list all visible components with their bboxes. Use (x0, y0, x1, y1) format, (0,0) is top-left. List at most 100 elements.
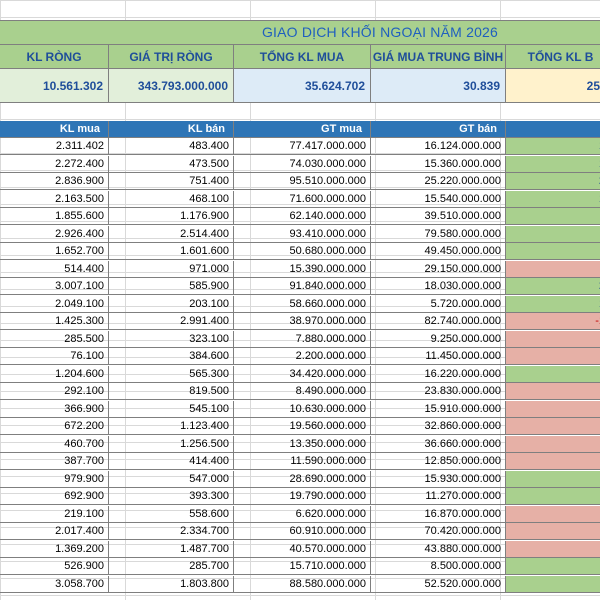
table-cell[interactable]: 93.410.000.000 (234, 225, 371, 243)
net-cell[interactable] (506, 400, 600, 418)
table-cell[interactable]: 11.270.000.000 (371, 488, 506, 505)
summary-value-0[interactable]: 10.561.302 (0, 69, 109, 103)
column-header-1[interactable]: KL bán (109, 121, 234, 138)
summary-header-1[interactable]: GIÁ TRỊ RÒNG (109, 45, 234, 69)
table-cell[interactable]: 19.560.000.000 (234, 418, 371, 435)
column-header-0[interactable]: KL mua (0, 121, 109, 138)
net-cell[interactable] (506, 453, 600, 470)
table-cell[interactable]: 62.140.000.000 (234, 208, 371, 225)
table-cell[interactable]: 2.311.402 (0, 138, 109, 155)
table-cell[interactable]: 11.590.000.000 (234, 453, 371, 470)
table-cell[interactable]: 16.870.000.000 (371, 505, 506, 523)
table-cell[interactable]: 2.200.000.000 (234, 348, 371, 365)
table-cell[interactable]: 2.514.400 (109, 225, 234, 243)
table-cell[interactable]: 10.630.000.000 (234, 400, 371, 418)
table-cell[interactable]: 292.100 (0, 383, 109, 400)
table-cell[interactable]: 1.425.300 (0, 313, 109, 330)
table-cell[interactable]: 558.600 (109, 505, 234, 523)
table-cell[interactable]: 387.700 (0, 453, 109, 470)
table-cell[interactable]: 565.300 (109, 365, 234, 383)
table-cell[interactable]: 58.660.000.000 (234, 295, 371, 313)
table-cell[interactable]: 979.900 (0, 470, 109, 488)
net-cell[interactable]: 1 (506, 295, 600, 313)
table-cell[interactable]: 40.570.000.000 (234, 540, 371, 558)
table-cell[interactable]: 15.930.000.000 (371, 470, 506, 488)
table-cell[interactable]: 6.620.000.000 (234, 505, 371, 523)
table-cell[interactable]: 2.017.400 (0, 523, 109, 540)
table-cell[interactable]: 692.900 (0, 488, 109, 505)
table-cell[interactable]: 971.000 (109, 260, 234, 278)
table-cell[interactable]: 16.220.000.000 (371, 365, 506, 383)
table-cell[interactable]: 15.910.000.000 (371, 400, 506, 418)
table-cell[interactable]: 285.700 (109, 558, 234, 575)
summary-header-3[interactable]: GIÁ MUA TRUNG BÌNH (371, 45, 506, 69)
table-cell[interactable]: 547.000 (109, 470, 234, 488)
table-cell[interactable]: 323.100 (109, 330, 234, 348)
table-cell[interactable]: 15.540.000.000 (371, 190, 506, 208)
table-cell[interactable]: 585.900 (109, 278, 234, 295)
table-cell[interactable]: 5.720.000.000 (371, 295, 506, 313)
table-cell[interactable]: 11.450.000.000 (371, 348, 506, 365)
net-cell[interactable] (506, 435, 600, 453)
table-cell[interactable]: 473.500 (109, 155, 234, 173)
table-cell[interactable]: 2.272.400 (0, 155, 109, 173)
table-cell[interactable]: 1.487.700 (109, 540, 234, 558)
table-cell[interactable]: 483.400 (109, 138, 234, 155)
net-cell[interactable]: -1 (506, 313, 600, 330)
summary-header-2[interactable]: TỔNG KL MUA (234, 45, 371, 69)
table-cell[interactable]: 74.030.000.000 (234, 155, 371, 173)
table-cell[interactable]: 36.660.000.000 (371, 435, 506, 453)
table-cell[interactable]: 384.600 (109, 348, 234, 365)
table-cell[interactable]: 25.220.000.000 (371, 173, 506, 190)
table-cell[interactable]: 414.400 (109, 453, 234, 470)
net-cell[interactable] (506, 330, 600, 348)
table-cell[interactable]: 15.360.000.000 (371, 155, 506, 173)
table-cell[interactable]: 2.926.400 (0, 225, 109, 243)
table-cell[interactable]: 2.334.700 (109, 523, 234, 540)
table-cell[interactable]: 50.680.000.000 (234, 243, 371, 260)
table-cell[interactable]: 2.163.500 (0, 190, 109, 208)
table-cell[interactable]: 1.803.800 (109, 575, 234, 593)
table-cell[interactable]: 1.601.600 (109, 243, 234, 260)
table-cell[interactable]: 8.490.000.000 (234, 383, 371, 400)
table-cell[interactable]: 76.100 (0, 348, 109, 365)
table-cell[interactable]: 32.860.000.000 (371, 418, 506, 435)
table-cell[interactable]: 8.500.000.000 (371, 558, 506, 575)
net-cell[interactable]: 2 (506, 173, 600, 190)
table-cell[interactable]: 285.500 (0, 330, 109, 348)
table-cell[interactable]: 366.900 (0, 400, 109, 418)
net-cell[interactable] (506, 558, 600, 575)
net-cell[interactable] (506, 523, 600, 540)
net-cell[interactable] (506, 225, 600, 243)
table-cell[interactable]: 751.400 (109, 173, 234, 190)
table-cell[interactable]: 819.500 (109, 383, 234, 400)
column-header-2[interactable]: GT mua (234, 121, 371, 138)
table-cell[interactable]: 34.420.000.000 (234, 365, 371, 383)
net-cell[interactable]: 1 (506, 138, 600, 155)
net-cell[interactable] (506, 348, 600, 365)
table-cell[interactable]: 39.510.000.000 (371, 208, 506, 225)
table-cell[interactable]: 38.970.000.000 (234, 313, 371, 330)
table-cell[interactable]: 29.150.000.000 (371, 260, 506, 278)
net-cell[interactable] (506, 365, 600, 383)
table-cell[interactable]: 70.420.000.000 (371, 523, 506, 540)
net-cell[interactable] (506, 575, 600, 593)
table-cell[interactable]: 18.030.000.000 (371, 278, 506, 295)
table-cell[interactable]: 15.710.000.000 (234, 558, 371, 575)
table-cell[interactable]: 393.300 (109, 488, 234, 505)
table-cell[interactable]: 3.007.100 (0, 278, 109, 295)
table-cell[interactable]: 16.124.000.000 (371, 138, 506, 155)
net-cell[interactable] (506, 208, 600, 225)
table-cell[interactable]: 13.350.000.000 (234, 435, 371, 453)
table-cell[interactable]: 1.256.500 (109, 435, 234, 453)
table-cell[interactable]: 2.991.400 (109, 313, 234, 330)
net-cell[interactable] (506, 243, 600, 260)
table-cell[interactable]: 23.830.000.000 (371, 383, 506, 400)
net-cell[interactable] (506, 383, 600, 400)
table-cell[interactable]: 49.450.000.000 (371, 243, 506, 260)
column-header-net[interactable] (506, 121, 600, 138)
net-cell[interactable] (506, 260, 600, 278)
table-cell[interactable]: 19.790.000.000 (234, 488, 371, 505)
table-cell[interactable]: 9.250.000.000 (371, 330, 506, 348)
table-cell[interactable]: 545.100 (109, 400, 234, 418)
